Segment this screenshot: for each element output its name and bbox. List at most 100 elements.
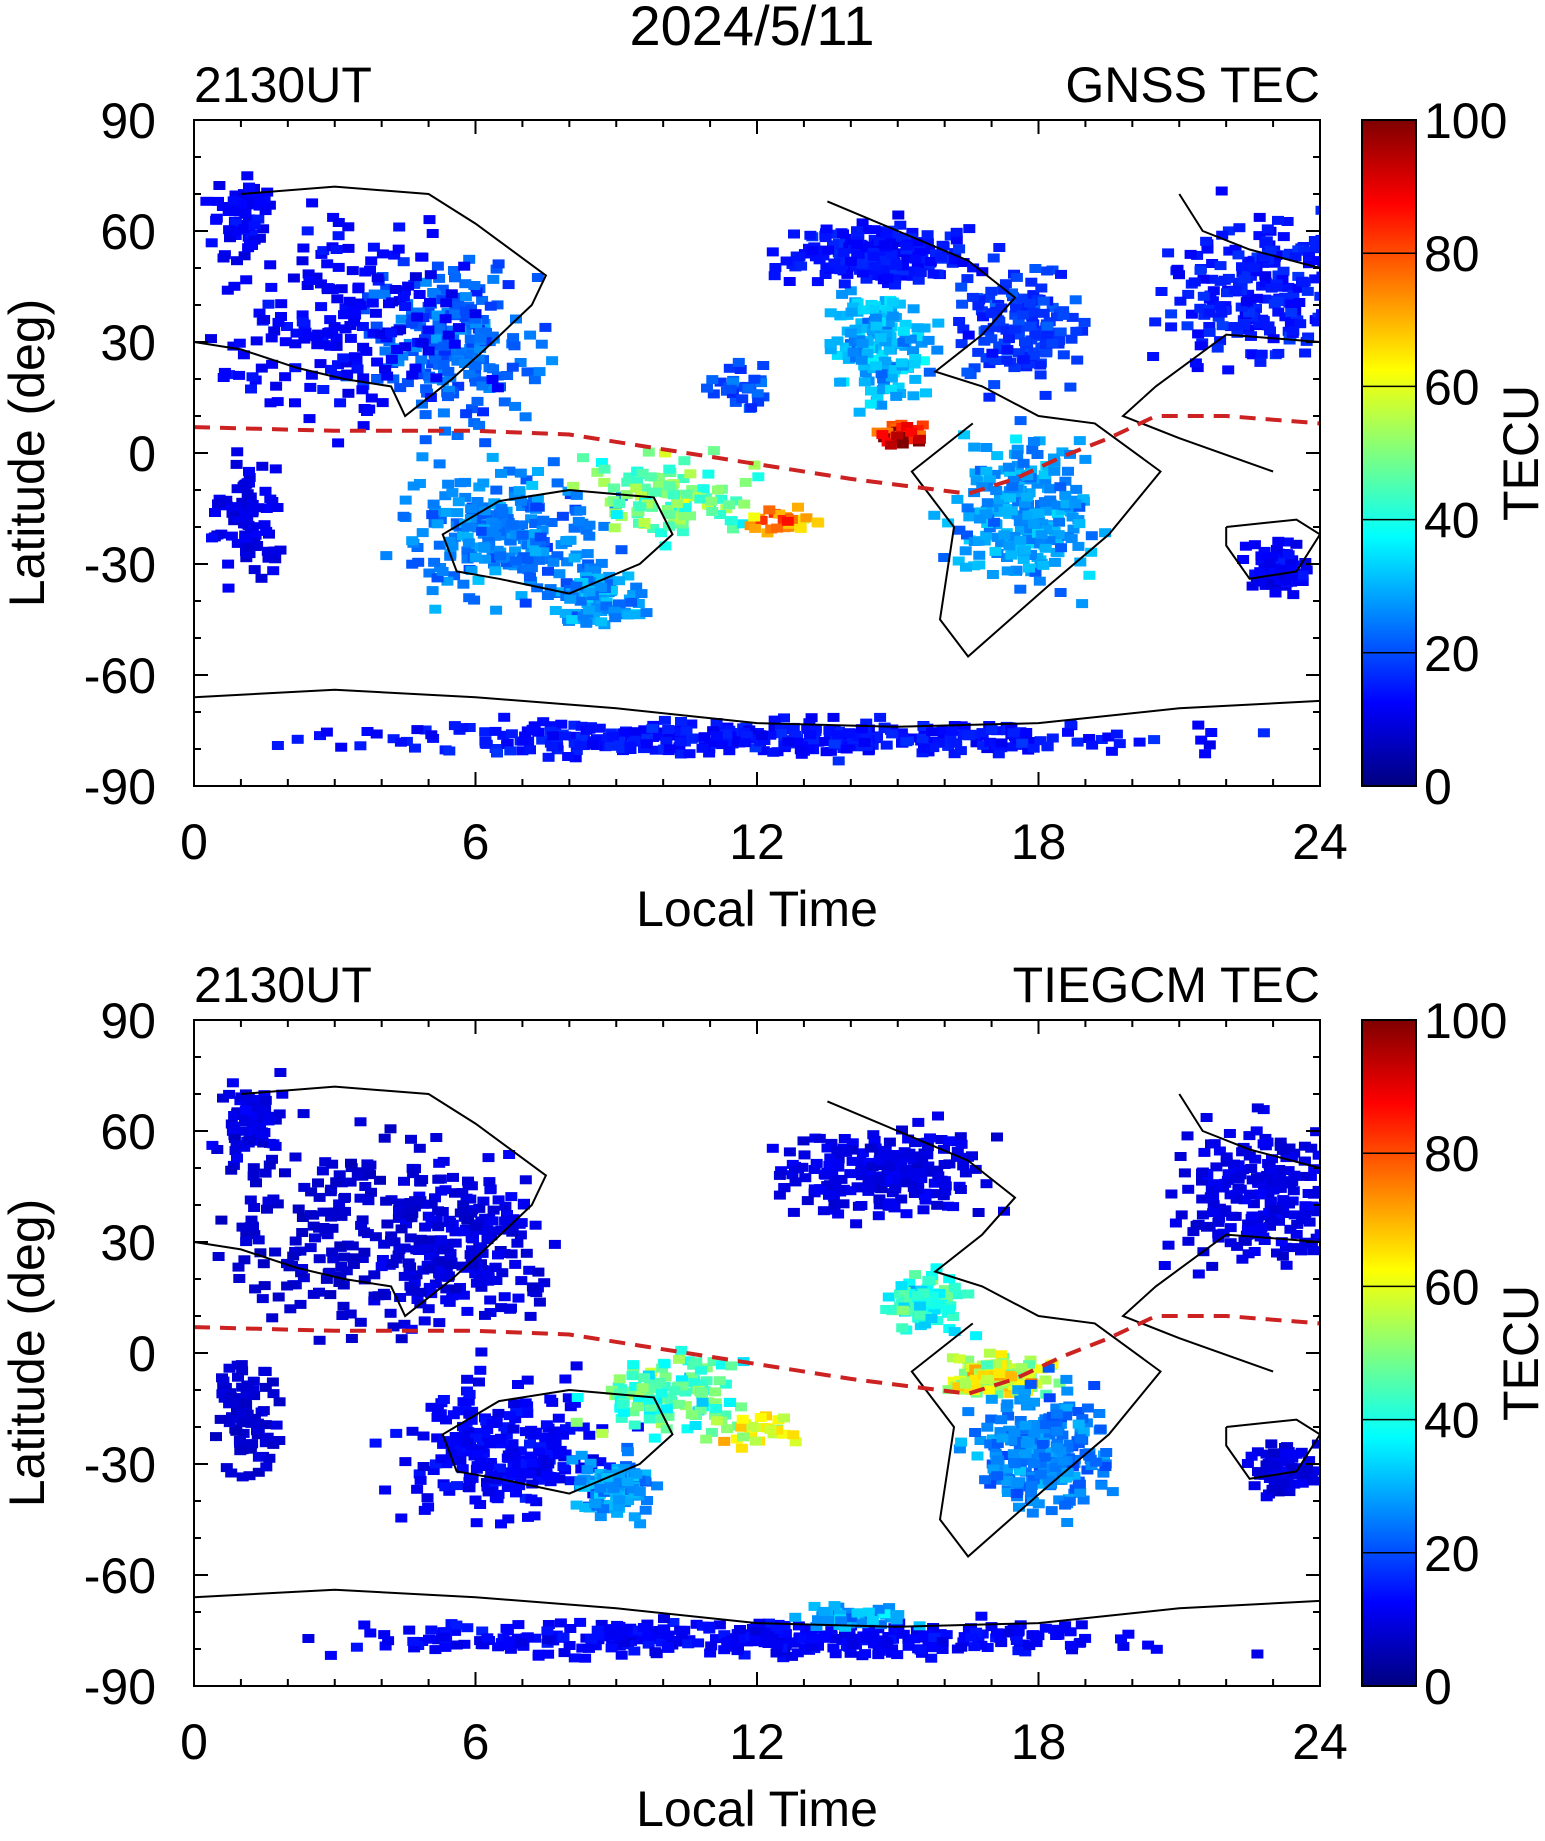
tec-cell	[516, 520, 529, 530]
tec-cell	[1211, 1180, 1224, 1190]
tec-cell	[959, 1168, 972, 1178]
tec-cell	[480, 1416, 493, 1426]
tec-cell	[930, 1189, 943, 1199]
plot-area	[194, 120, 1320, 786]
tec-cell	[636, 468, 649, 478]
tec-cell	[334, 1241, 347, 1251]
tec-cell	[1343, 325, 1355, 334]
tec-cell	[459, 477, 472, 487]
tec-cell	[1286, 571, 1299, 581]
tec-cell	[230, 513, 243, 523]
tec-cell	[577, 453, 589, 463]
tec-cell	[878, 380, 890, 390]
tec-cell	[514, 468, 527, 478]
tec-cell	[682, 1639, 695, 1649]
tec-cell	[442, 366, 455, 376]
tec-cell	[324, 1290, 337, 1300]
tec-cell	[1272, 1487, 1285, 1497]
tec-cell	[1299, 1237, 1312, 1247]
tec-cell	[1182, 1184, 1195, 1194]
tec-cell	[986, 570, 999, 579]
tec-cell	[364, 1170, 376, 1180]
tec-cell	[1074, 1434, 1087, 1444]
tec-cell	[1285, 565, 1298, 575]
tec-cell	[456, 1188, 469, 1198]
tec-cell	[882, 1292, 895, 1302]
tec-cell	[1214, 276, 1227, 286]
tec-cell	[963, 224, 976, 234]
tec-cell	[946, 1353, 959, 1363]
tec-cell	[426, 341, 439, 351]
tec-cell	[652, 473, 665, 483]
tec-cell	[985, 286, 998, 296]
tec-cell	[368, 289, 381, 299]
tec-cell	[1067, 524, 1080, 534]
tec-cell	[976, 728, 989, 738]
tec-cell	[1097, 1468, 1110, 1478]
tec-cell	[567, 481, 580, 491]
tec-cell	[615, 545, 628, 555]
tec-cell	[537, 547, 550, 557]
tec-cell	[834, 310, 847, 320]
tec-cell	[754, 1413, 767, 1422]
tec-cell	[1026, 1508, 1039, 1518]
tec-cell	[981, 519, 994, 528]
tec-cell	[713, 1620, 726, 1630]
tec-cell	[494, 551, 507, 561]
tec-cell	[490, 1475, 503, 1485]
tec-cell	[476, 526, 489, 536]
tec-cell	[448, 309, 461, 319]
tec-cell	[983, 392, 996, 402]
tec-cell	[508, 491, 521, 501]
tec-cell	[1008, 363, 1021, 373]
tec-cell	[244, 522, 257, 532]
tec-cell	[1181, 1131, 1194, 1141]
tec-cell	[867, 1130, 880, 1140]
tec-cell	[1023, 535, 1036, 545]
tec-cell	[1242, 289, 1255, 299]
tec-cell	[884, 440, 897, 450]
tec-cell	[1299, 1201, 1312, 1211]
tec-cell	[764, 730, 777, 740]
tec-cell	[501, 1210, 513, 1219]
tec-cell	[516, 530, 529, 540]
tec-cell	[1261, 1137, 1274, 1147]
tec-cell	[472, 354, 485, 364]
tec-cell	[424, 1251, 436, 1261]
tec-cell	[332, 360, 344, 370]
tec-cell	[1039, 1375, 1052, 1385]
tec-cell	[879, 1645, 892, 1654]
tec-cell	[365, 256, 378, 266]
tec-cell	[1248, 1247, 1261, 1256]
tec-cell	[1027, 350, 1040, 360]
tec-cell	[435, 1271, 447, 1281]
tec-cell	[879, 1176, 892, 1186]
tec-cell	[243, 466, 255, 476]
tec-cell	[958, 1632, 971, 1642]
tec-cell	[952, 1382, 965, 1392]
tec-cell	[970, 738, 983, 748]
tec-cell	[221, 285, 234, 295]
tec-cell	[508, 1399, 521, 1409]
tec-cell	[504, 746, 517, 756]
tec-cell	[447, 1410, 460, 1420]
tec-cell	[1113, 739, 1126, 749]
tec-cell	[478, 1429, 491, 1438]
tec-cell	[448, 339, 461, 349]
tec-cell	[1248, 540, 1261, 550]
tec-cell	[1222, 226, 1235, 236]
tec-cell	[710, 1404, 723, 1413]
tec-cell	[241, 200, 254, 210]
tec-cell	[338, 1252, 351, 1262]
tec-cell	[989, 546, 1002, 556]
tec-cell	[327, 212, 340, 222]
tec-cell	[1025, 1481, 1038, 1490]
tec-cell	[240, 543, 253, 553]
tec-cell	[896, 439, 909, 449]
tec-cell	[520, 475, 533, 485]
tec-cell	[576, 1643, 589, 1653]
tec-cell	[948, 749, 961, 759]
tec-cell	[931, 1299, 944, 1309]
tec-cell	[523, 1265, 536, 1275]
tec-cell	[1001, 1464, 1013, 1474]
